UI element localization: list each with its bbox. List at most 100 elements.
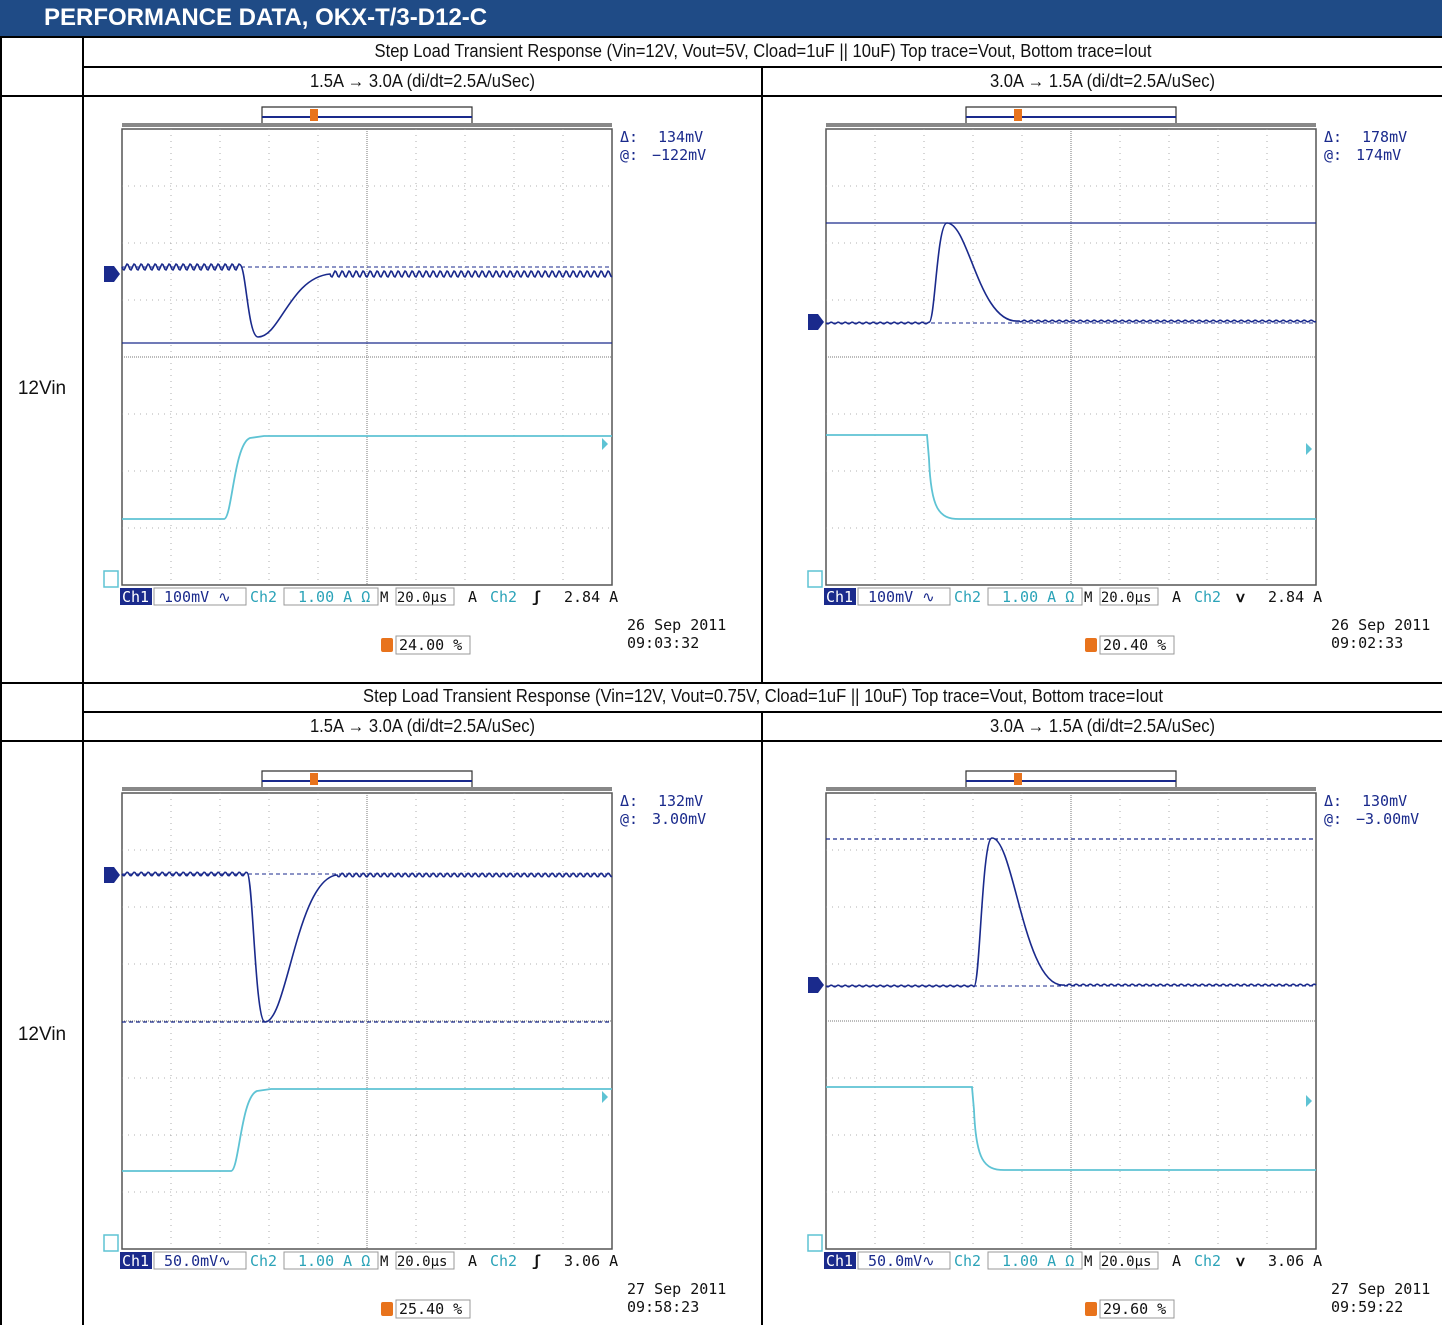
- trigger-source: Ch2: [490, 1252, 517, 1270]
- scope-display: Δ: 178mV @: 174mV Ch1 100mV ∿ Ch2 1.00 A Ω M 20.…: [807, 106, 1430, 655]
- ch1-scale: 50.0mV∿: [164, 1252, 231, 1270]
- capture-time: 09:59:22: [1331, 1298, 1403, 1316]
- trigger-source: Ch2: [1194, 588, 1221, 606]
- trigger-position-marker: [1014, 773, 1022, 785]
- capture-time: 09:02:33: [1331, 634, 1403, 652]
- ch1-label: Ch1: [826, 1252, 853, 1270]
- trigger-pos-box: [395, 1299, 471, 1319]
- ch1-scale-box: [857, 1251, 951, 1270]
- trigger-level-icon: [602, 1091, 608, 1103]
- ch2-waveform: [122, 435, 612, 520]
- table-border: [0, 95, 1442, 97]
- capture-time: 09:58:23: [627, 1298, 699, 1316]
- trigger-mode: A: [468, 588, 477, 606]
- scope-display: Δ: 130mV @: −3.00mV Ch1 50.0mV∿ Ch2 1.00 A Ω M 2…: [807, 770, 1430, 1319]
- ch1-scale-box: [857, 587, 951, 606]
- at-label: @:: [620, 146, 638, 164]
- oscilloscope-capture: Δ: 134mV @: −122mV Ch1 100mV ∿ Ch2 1.00 A Ω M 20…: [100, 104, 740, 674]
- ch1-label-bg: [120, 1252, 152, 1269]
- trigger-level: 3.06 A: [564, 1252, 618, 1270]
- ch1-scale-box: [153, 1251, 247, 1270]
- ch1-scale: 50.0mV∿: [868, 1252, 935, 1270]
- scope-display: Δ: 132mV @: 3.00mV Ch1 50.0mV∿ Ch2 1.00 A Ω M 20…: [103, 770, 726, 1319]
- capture-date: 26 Sep 2011: [1331, 616, 1430, 634]
- trigger-pos-box: [395, 635, 471, 655]
- table-border: [0, 682, 1442, 684]
- timebase: M 20.0µs: [1084, 1254, 1151, 1270]
- ch2-waveform: [122, 1088, 612, 1172]
- trigger-position: 25.40 %: [399, 1300, 462, 1318]
- trigger-pos-icon: [381, 638, 393, 652]
- timebase: M 20.0µs: [380, 590, 447, 606]
- at-label: @:: [1324, 810, 1342, 828]
- ch2-scale-box: [283, 587, 379, 606]
- trigger-pos-icon: [1085, 638, 1097, 652]
- ch2-label: Ch2: [954, 1252, 981, 1270]
- trigger-level: 3.06 A: [1268, 1252, 1322, 1270]
- delta-readout: 132mV: [658, 792, 703, 810]
- trigger-mode: A: [1172, 1252, 1181, 1270]
- record-window-bracket: [965, 770, 1177, 787]
- trigger-pos-icon: [381, 1302, 393, 1316]
- record-bar: [122, 123, 612, 127]
- trigger-level: 2.84 A: [1268, 588, 1322, 606]
- trigger-position: 24.00 %: [399, 636, 462, 654]
- ch1-label-bg: [120, 588, 152, 605]
- table-border: [84, 711, 1442, 713]
- table-border: [0, 740, 1442, 742]
- trigger-position: 29.60 %: [1103, 1300, 1166, 1318]
- table-border: [761, 711, 763, 1325]
- column-heading-right: 3.0A → 1.5A (di/dt=2.5A/uSec): [989, 71, 1216, 91]
- row-label: 12Vin: [17, 378, 67, 399]
- oscilloscope-capture: Δ: 178mV @: 174mV Ch1 100mV ∿ Ch2 1.00 A Ω M 20.…: [804, 104, 1442, 674]
- ch1-marker-icon: [808, 977, 824, 993]
- timebase-box: [395, 587, 455, 606]
- at-label: @:: [1324, 146, 1342, 164]
- delta-label: Δ:: [620, 128, 638, 146]
- at-readout: 174mV: [1356, 146, 1401, 164]
- trigger-slope-icon: ⅴ: [1236, 1252, 1245, 1270]
- delta-label: Δ:: [1324, 128, 1342, 146]
- ch2-scale-box: [283, 1251, 379, 1270]
- trigger-mode: A: [1172, 588, 1181, 606]
- at-label: @:: [620, 810, 638, 828]
- capture-date: 27 Sep 2011: [627, 1280, 726, 1298]
- ch1-label-bg: [824, 588, 856, 605]
- trigger-pos-box: [1099, 1299, 1175, 1319]
- timebase-box: [1099, 1251, 1159, 1270]
- ch1-label-bg: [824, 1252, 856, 1269]
- page-title: PERFORMANCE DATA, OKX-T/3-D12-C: [44, 4, 488, 31]
- trigger-position: 20.40 %: [1103, 636, 1166, 654]
- delta-readout: 134mV: [658, 128, 703, 146]
- section-title: Step Load Transient Response (Vin=12V, V…: [363, 686, 1163, 706]
- trigger-position-marker: [310, 773, 318, 785]
- ch2-scale: 1.00 A Ω: [1002, 1252, 1074, 1270]
- trigger-level-icon: [602, 438, 608, 450]
- trigger-mode: A: [468, 1252, 477, 1270]
- table-border: [0, 36, 2, 1325]
- record-window-bracket: [965, 106, 1177, 123]
- trigger-level-icon: [1306, 1095, 1312, 1107]
- trigger-position-marker: [310, 109, 318, 121]
- at-readout: −3.00mV: [1356, 810, 1419, 828]
- ch1-marker-icon: [104, 867, 120, 883]
- trigger-slope-icon: ⅴ: [1236, 588, 1245, 606]
- timebase: M 20.0µs: [1084, 590, 1151, 606]
- header-bar: [0, 0, 1442, 36]
- table-border: [84, 66, 1442, 68]
- ch2-waveform: [826, 1086, 1316, 1171]
- table-border: [82, 36, 84, 1325]
- timebase-box: [1099, 587, 1159, 606]
- oscilloscope-capture: Δ: 130mV @: −3.00mV Ch1 50.0mV∿ Ch2 1.00 A Ω M 2…: [804, 768, 1442, 1338]
- ch2-scale: 1.00 A Ω: [298, 1252, 370, 1270]
- ch1-label: Ch1: [122, 588, 149, 606]
- trigger-slope-icon: ʃ: [532, 588, 541, 606]
- delta-label: Δ:: [1324, 792, 1342, 810]
- trigger-slope-icon: ʃ: [532, 1252, 541, 1270]
- delta-readout: 130mV: [1362, 792, 1407, 810]
- column-heading-left: 1.5A → 3.0A (di/dt=2.5A/uSec): [309, 71, 536, 91]
- trigger-pos-icon: [1085, 1302, 1097, 1316]
- record-window-bracket: [261, 106, 473, 123]
- trigger-source: Ch2: [490, 588, 517, 606]
- ch1-scale-box: [153, 587, 247, 606]
